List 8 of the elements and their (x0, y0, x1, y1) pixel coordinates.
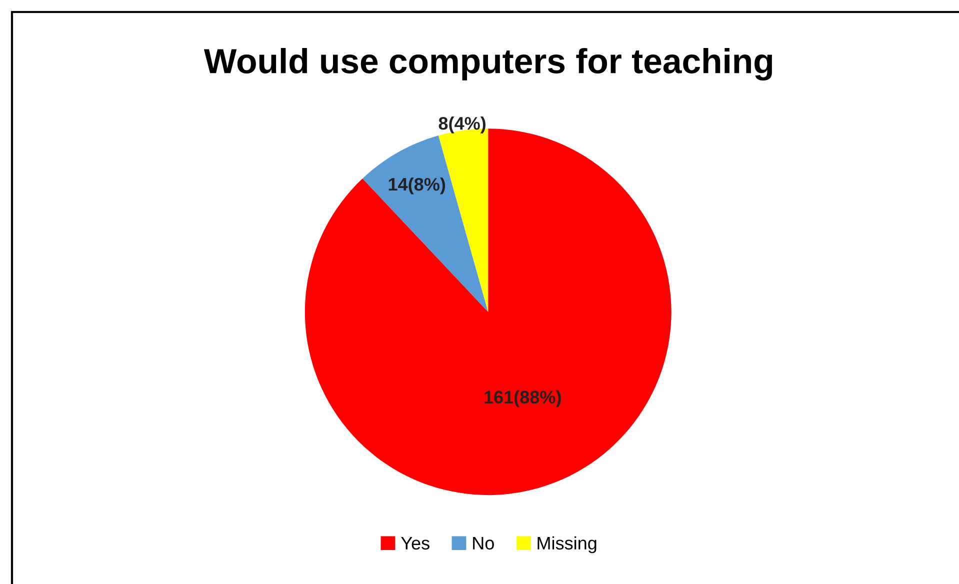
chart-title: Would use computers for teaching (204, 48, 772, 80)
legend-label: Missing (538, 536, 596, 554)
data-label: 14(8%) (388, 177, 446, 194)
legend-label: Yes (401, 536, 430, 550)
data-label: 8(4%) (438, 116, 486, 134)
pie-slice (362, 136, 488, 312)
data-label: 161(88%) (484, 390, 561, 408)
legend-label: No (473, 536, 494, 550)
